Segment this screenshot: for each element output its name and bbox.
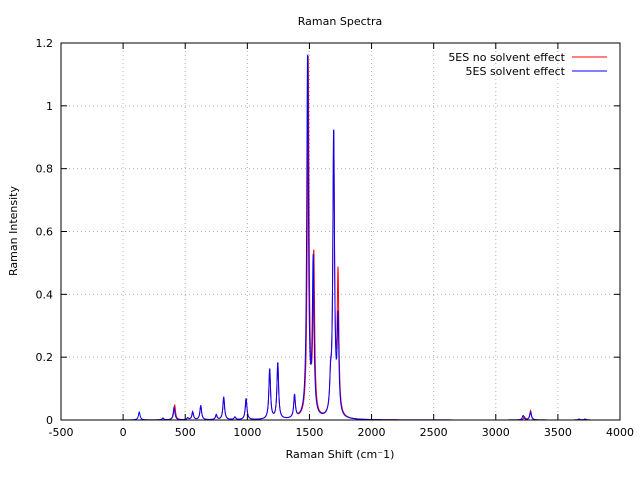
x-tick-label: 2500 — [420, 426, 448, 439]
y-tick-label: 0.2 — [36, 351, 54, 364]
x-tick-label: 3500 — [544, 426, 572, 439]
x-tick-label: 500 — [175, 426, 196, 439]
y-axis-label: Raman Intensity — [7, 186, 20, 276]
legend-label: 5ES solvent effect — [466, 65, 566, 78]
y-tick-label: 0.8 — [36, 163, 54, 176]
legend-label: 5ES no solvent effect — [448, 51, 565, 64]
x-axis-label: Raman Shift (cm⁻1) — [286, 448, 395, 461]
y-tick-label: 1.2 — [36, 37, 54, 50]
y-tick-label: 1 — [46, 100, 53, 113]
x-tick-label: 1500 — [295, 426, 323, 439]
tick-labels: -500 0 500 1000 1500 2000 2500 3000 3500 400000.2… — [36, 37, 635, 439]
x-tick-label: 1000 — [233, 426, 261, 439]
axis-ticks — [60, 42, 621, 421]
x-tick-label: 2000 — [358, 426, 386, 439]
chart-title: Raman Spectra — [298, 15, 382, 28]
y-tick-label: 0 — [46, 414, 53, 427]
x-tick-label: 4000 — [606, 426, 634, 439]
x-tick-label: 0 — [120, 426, 127, 439]
x-tick-label: -500 — [49, 426, 74, 439]
y-tick-label: 0.4 — [36, 288, 54, 301]
x-tick-label: 3000 — [482, 426, 510, 439]
y-tick-label: 0.6 — [36, 226, 54, 239]
